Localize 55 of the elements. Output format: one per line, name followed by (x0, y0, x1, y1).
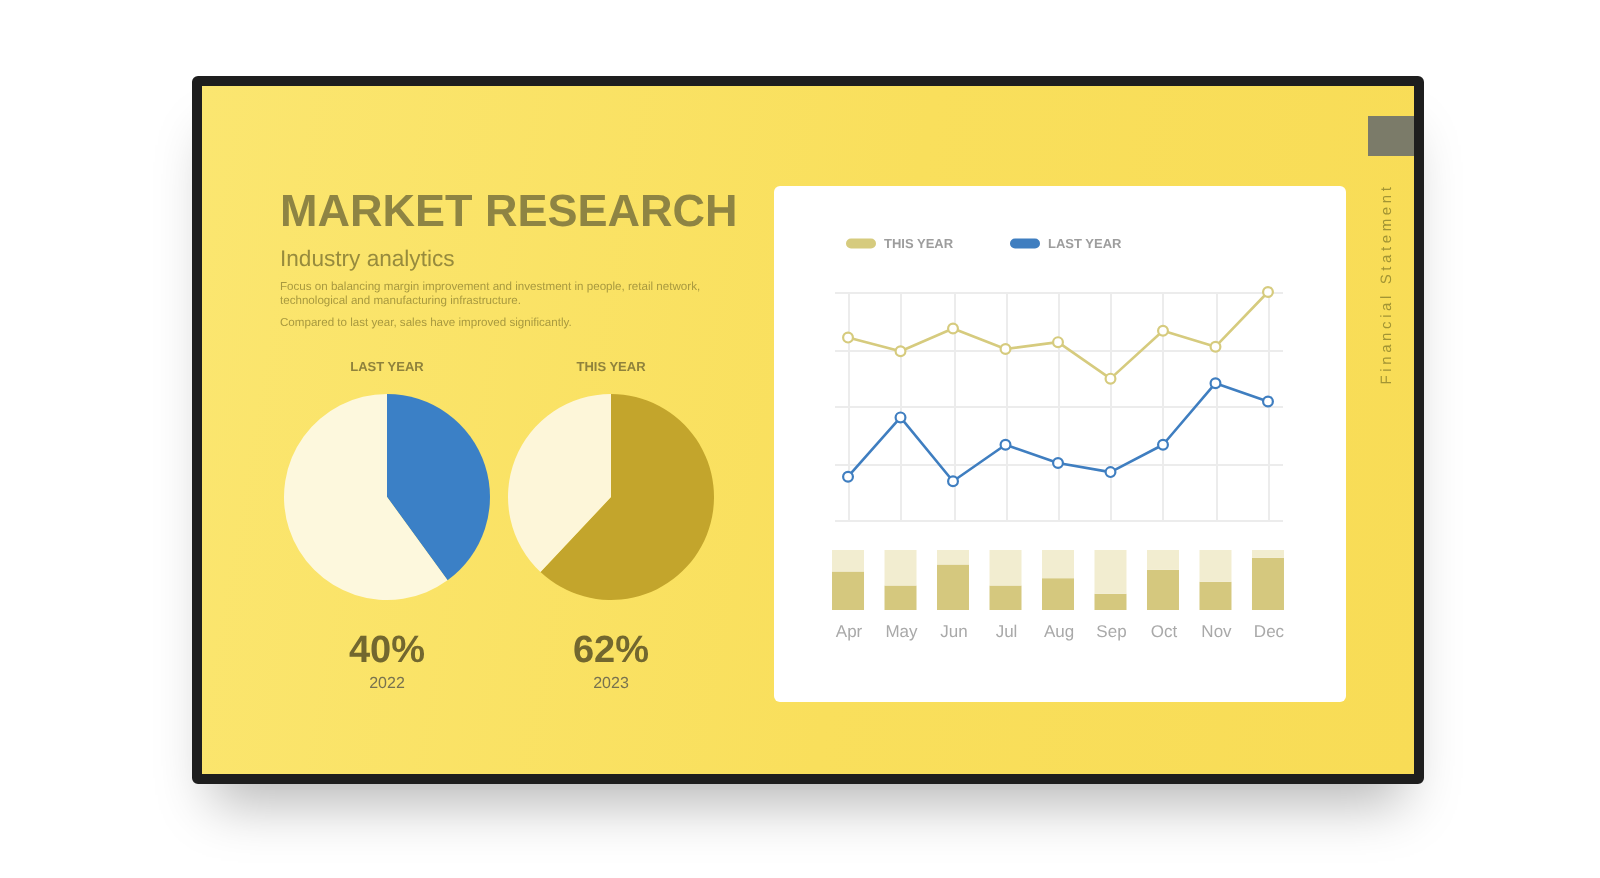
bar (884, 585, 917, 610)
pie-slice (508, 394, 611, 573)
pie-slice (540, 394, 714, 600)
bar (1199, 581, 1232, 610)
point (999, 343, 1012, 355)
bar (884, 550, 917, 586)
x-tick-label: Nov (1201, 621, 1234, 641)
pie-slice (387, 394, 490, 581)
bar (1042, 578, 1074, 610)
bar (1146, 569, 1179, 610)
bar (989, 585, 1022, 610)
point (1209, 377, 1222, 390)
bar (1251, 550, 1284, 558)
point (894, 345, 907, 358)
point (1209, 340, 1222, 353)
x-tick-label: Apr (835, 621, 863, 641)
point (1052, 336, 1064, 349)
bar (937, 564, 970, 610)
text: 2022 (369, 674, 406, 692)
bar (1146, 550, 1179, 570)
point (1261, 395, 1274, 408)
text: 40% (348, 630, 426, 672)
text: 62% (572, 630, 650, 672)
point (1104, 372, 1117, 385)
x-tick-label: Jun (940, 621, 969, 641)
x-tick-label: Oct (1150, 621, 1179, 641)
point (1104, 466, 1117, 479)
pie-slice (284, 394, 448, 600)
point (1261, 286, 1274, 298)
bar (1094, 550, 1127, 594)
text: 2023 (593, 674, 630, 692)
point (999, 438, 1012, 451)
point (1156, 324, 1169, 337)
bar (989, 550, 1022, 586)
bar (1042, 550, 1074, 579)
bar (1251, 557, 1284, 610)
x-tick-label: Dec (1253, 621, 1286, 641)
x-tick-label: Aug (1043, 621, 1075, 641)
x-tick-label: Sep (1096, 621, 1128, 641)
text: MARKET RESEARCH (280, 186, 738, 239)
point (894, 411, 907, 424)
x-tick-label: May (885, 621, 920, 641)
point (1052, 457, 1064, 469)
bar (1199, 550, 1232, 582)
point (842, 331, 855, 344)
bar (937, 550, 970, 565)
point (947, 322, 960, 335)
point (947, 475, 960, 488)
point (1156, 438, 1169, 451)
bar (832, 571, 865, 610)
point (842, 470, 855, 483)
text: Industry analytics (280, 248, 455, 275)
bar (1094, 593, 1127, 610)
bar (832, 550, 865, 572)
x-tick-label: Jul (995, 621, 1018, 641)
